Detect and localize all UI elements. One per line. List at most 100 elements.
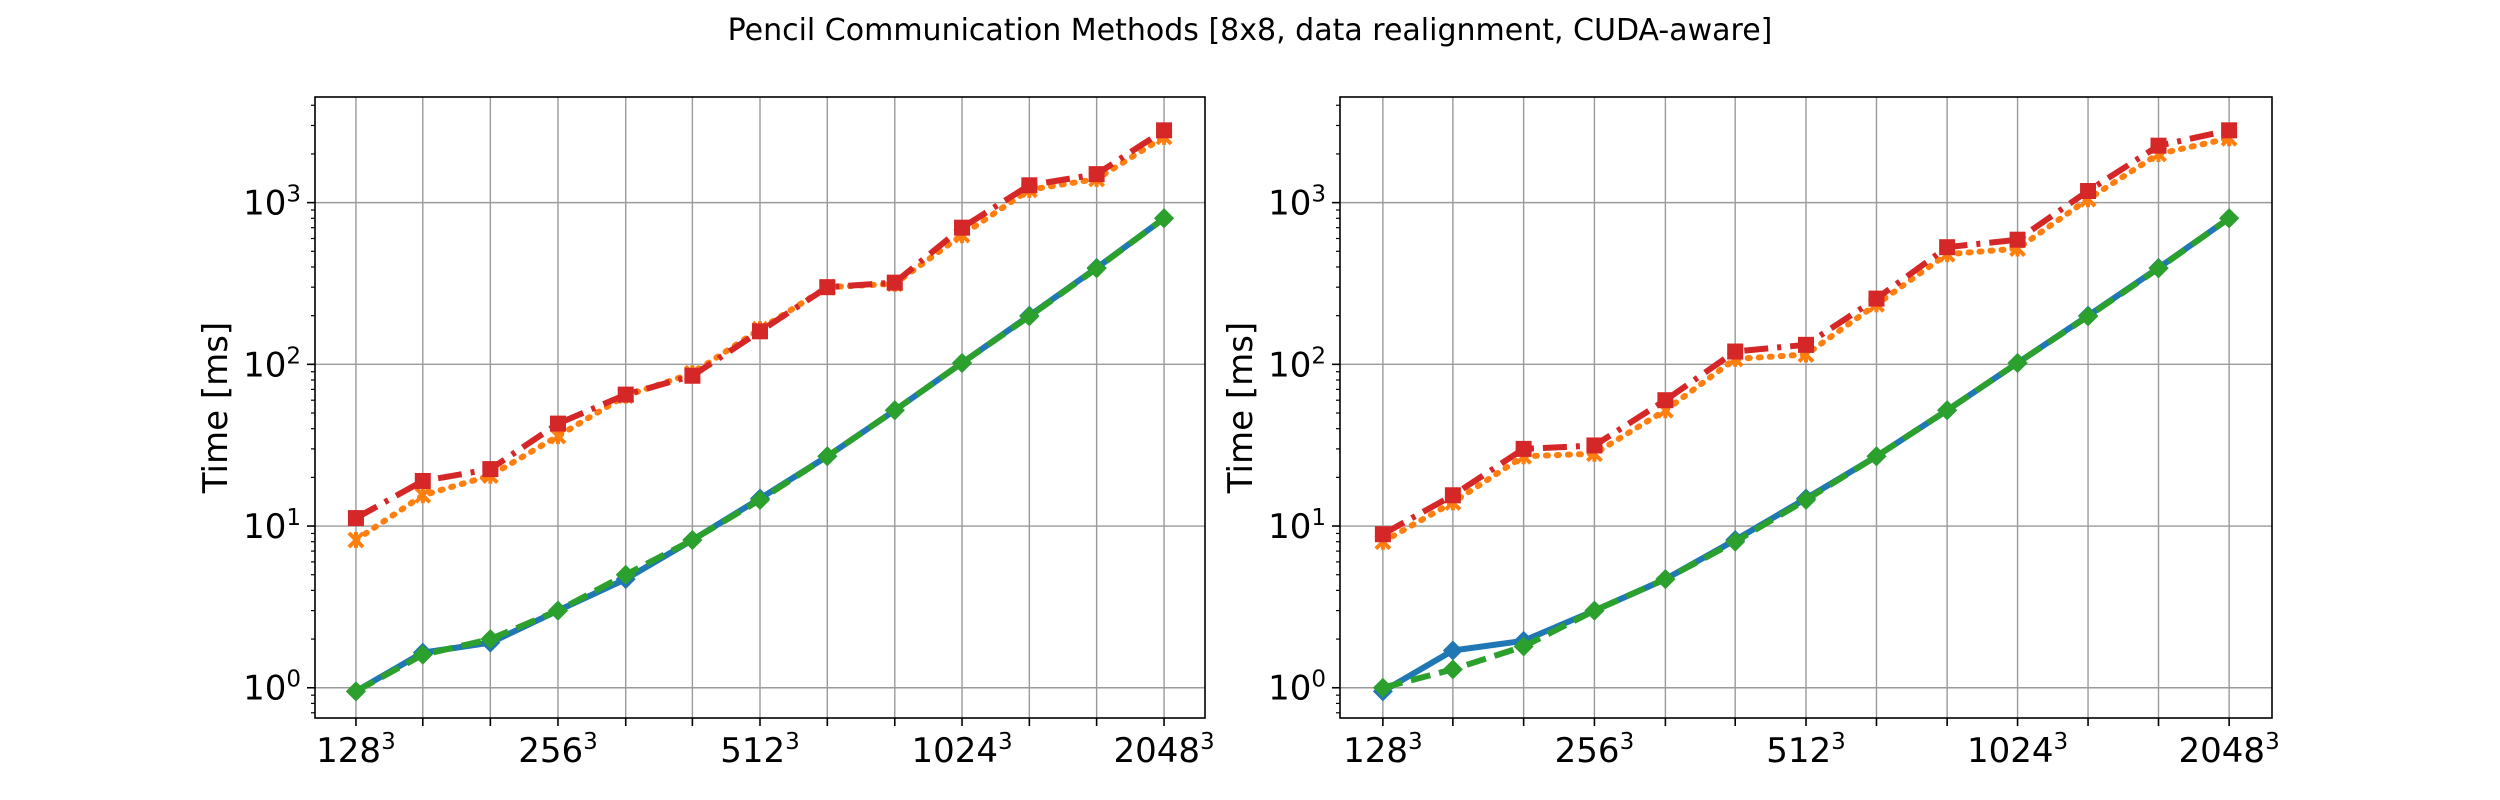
data-point bbox=[414, 472, 431, 489]
x-tick-label: 10243 bbox=[911, 729, 1012, 771]
y-tick-label: 101 bbox=[243, 505, 301, 547]
data-point bbox=[2078, 306, 2099, 327]
y-tick-label: 103 bbox=[243, 182, 301, 224]
figure-title: Pencil Communication Methods [8x8, data … bbox=[728, 13, 1773, 48]
x-tick-label-exponent: 3 bbox=[1200, 729, 1215, 755]
y-tick-label-exponent: 3 bbox=[1311, 182, 1326, 208]
y-tick-label-exponent: 1 bbox=[286, 505, 301, 531]
y-tick-label-exponent: 2 bbox=[286, 343, 301, 369]
data-point bbox=[547, 600, 568, 621]
data-point bbox=[1021, 177, 1038, 194]
data-point bbox=[2148, 258, 2169, 279]
data-point bbox=[1444, 487, 1461, 504]
y-tick-label-base: 10 bbox=[1268, 345, 1311, 385]
x-tick-label-exponent: 3 bbox=[2265, 729, 2280, 755]
x-tick-label-base: 512 bbox=[1766, 731, 1831, 771]
data-point bbox=[1154, 208, 1175, 229]
y-tick-label: 101 bbox=[1268, 505, 1326, 547]
x-tick-label-exponent: 3 bbox=[583, 729, 598, 755]
x-tick-label-exponent: 3 bbox=[1408, 729, 1423, 755]
data-point bbox=[1442, 640, 1463, 661]
y-axis-label: Time [ms] bbox=[1221, 322, 1261, 494]
data-point bbox=[1939, 239, 1956, 256]
data-point bbox=[2150, 137, 2167, 154]
data-point bbox=[1374, 526, 1391, 543]
data-point bbox=[752, 323, 768, 340]
data-point bbox=[682, 529, 703, 550]
x-tick-label: 2563 bbox=[1555, 729, 1635, 771]
y-tick-label-base: 10 bbox=[1268, 669, 1311, 709]
data-point bbox=[1019, 306, 1040, 327]
data-point bbox=[1866, 446, 1887, 467]
y-tick-label-exponent: 0 bbox=[286, 667, 301, 693]
x-tick-label-base: 1024 bbox=[911, 731, 998, 771]
data-point bbox=[617, 386, 634, 403]
data-point bbox=[2221, 122, 2238, 139]
data-point bbox=[1725, 531, 1746, 552]
y-tick-label-base: 10 bbox=[243, 507, 286, 547]
series-4 bbox=[345, 208, 1175, 702]
x-tick-label: 1283 bbox=[1343, 729, 1423, 771]
data-point bbox=[1586, 437, 1603, 454]
x-tick-label-exponent: 3 bbox=[998, 729, 1013, 755]
x-tick-label-base: 2048 bbox=[2179, 731, 2266, 771]
y-axis-label: Time [ms] bbox=[196, 322, 236, 494]
y-tick-label-base: 10 bbox=[243, 345, 286, 385]
data-point bbox=[412, 644, 433, 665]
data-point bbox=[480, 629, 501, 650]
plot-frame bbox=[1339, 96, 2273, 719]
y-tick-label-exponent: 3 bbox=[286, 182, 301, 208]
x-tick-label-base: 128 bbox=[1343, 731, 1408, 771]
x-tick-label-exponent: 3 bbox=[1831, 729, 1846, 755]
y-tick-label-base: 10 bbox=[1268, 184, 1311, 224]
data-point bbox=[2080, 183, 2097, 200]
data-point bbox=[817, 446, 838, 467]
data-point bbox=[1868, 290, 1885, 307]
x-tick-label-base: 128 bbox=[316, 731, 381, 771]
data-point bbox=[750, 489, 770, 510]
series-2 bbox=[347, 122, 1173, 527]
series-4 bbox=[1372, 208, 2240, 698]
data-point bbox=[347, 510, 364, 527]
y-tick-label: 102 bbox=[1268, 343, 1326, 385]
x-tick-label-base: 256 bbox=[1555, 731, 1620, 771]
data-point bbox=[549, 415, 566, 432]
y-tick-label-exponent: 2 bbox=[1311, 343, 1326, 369]
data-point bbox=[1513, 636, 1534, 657]
data-point bbox=[1088, 166, 1105, 183]
series-2 bbox=[1374, 122, 2238, 543]
y-tick-label-base: 10 bbox=[1268, 507, 1311, 547]
x-tick-label: 5123 bbox=[1766, 729, 1846, 771]
x-tick-label-exponent: 3 bbox=[381, 729, 396, 755]
x-tick-label: 5123 bbox=[720, 729, 800, 771]
data-point bbox=[952, 352, 973, 373]
data-point bbox=[1727, 343, 1744, 360]
data-point bbox=[1937, 400, 1958, 421]
x-tick-label-base: 512 bbox=[720, 731, 785, 771]
data-point bbox=[1442, 659, 1463, 680]
data-point bbox=[1086, 258, 1107, 279]
data-point bbox=[819, 279, 836, 296]
y-tick-label: 100 bbox=[1268, 667, 1326, 709]
data-point bbox=[1584, 600, 1605, 621]
data-point bbox=[1798, 336, 1814, 353]
data-point bbox=[345, 681, 366, 702]
data-point bbox=[2009, 231, 2026, 248]
x-tick-label-base: 256 bbox=[518, 731, 583, 771]
x-tick-label-base: 2048 bbox=[1113, 731, 1200, 771]
x-tick-label-exponent: 3 bbox=[785, 729, 800, 755]
data-point bbox=[684, 367, 701, 384]
y-tick-label: 100 bbox=[243, 667, 301, 709]
y-tick-label: 102 bbox=[243, 343, 301, 385]
x-tick-label: 1283 bbox=[316, 729, 396, 771]
y-tick-label: 103 bbox=[1268, 182, 1326, 224]
data-point bbox=[2007, 352, 2028, 373]
plot-frame bbox=[314, 96, 1206, 719]
x-tick-label-exponent: 3 bbox=[2054, 729, 2069, 755]
x-tick-label-base: 1024 bbox=[1967, 731, 2054, 771]
